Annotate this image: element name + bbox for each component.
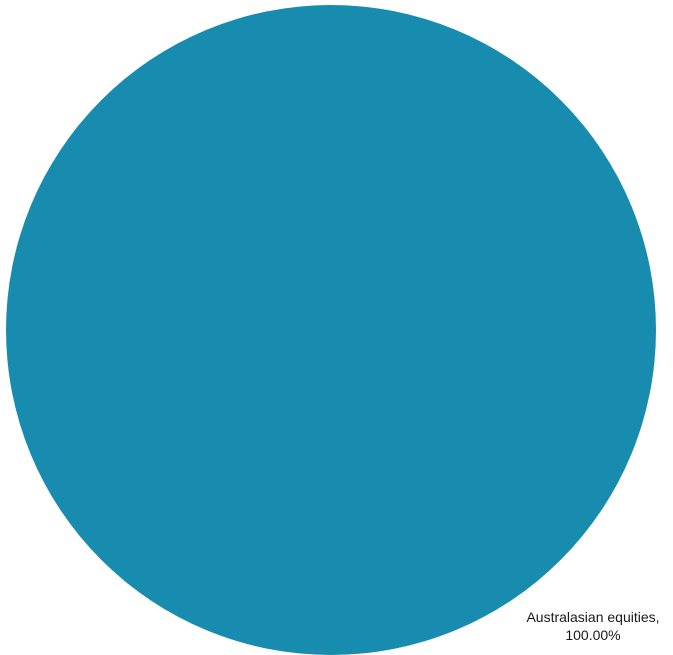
pie-labels: Australasian equities, 100.00% bbox=[526, 609, 659, 643]
slice-label-name: Australasian equities, bbox=[526, 609, 659, 625]
pie-slice-0 bbox=[6, 5, 656, 655]
slice-label-percent: 100.00% bbox=[565, 627, 620, 643]
pie-slices bbox=[6, 5, 656, 655]
